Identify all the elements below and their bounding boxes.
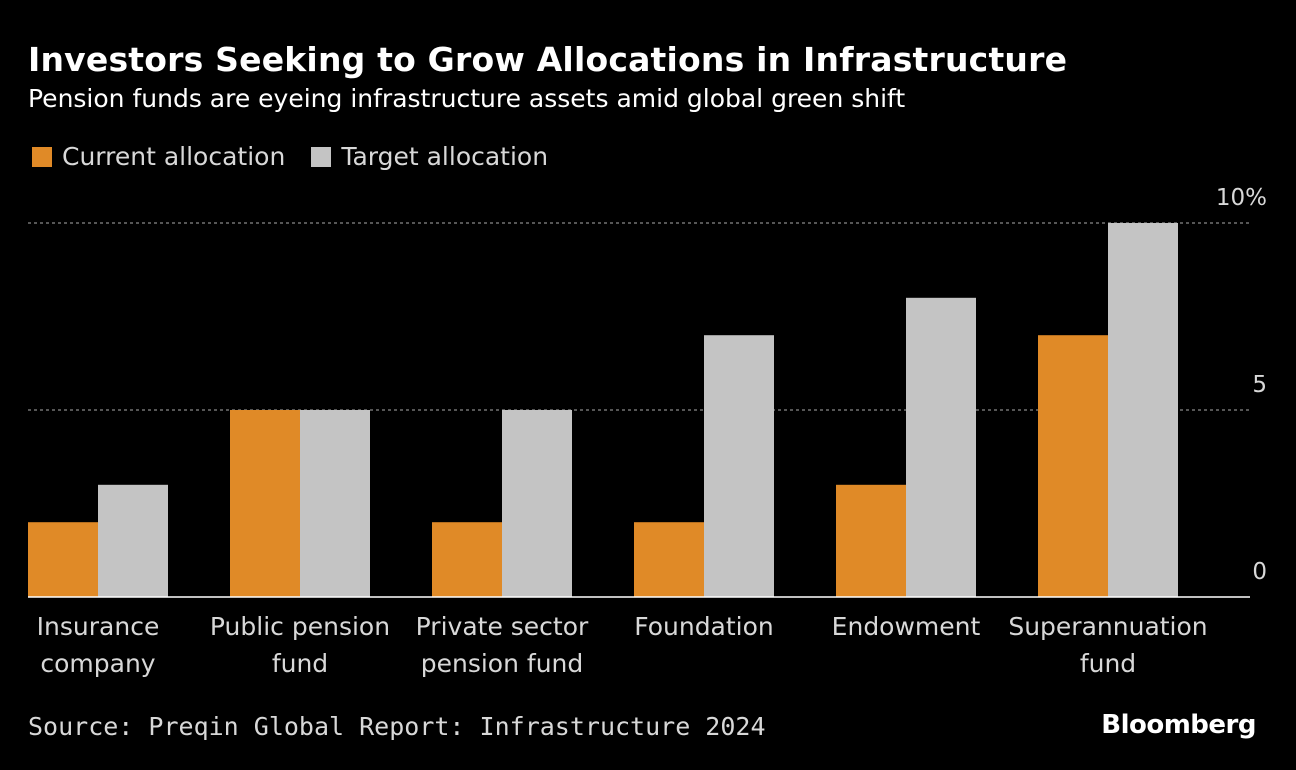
y-tick-label: 10% bbox=[1216, 185, 1267, 211]
bar-target bbox=[1108, 223, 1178, 597]
source-note: Source: Preqin Global Report: Infrastruc… bbox=[28, 712, 766, 741]
x-tick-label: pension fund bbox=[421, 649, 584, 678]
y-tick-label: 5 bbox=[1252, 372, 1267, 398]
bar-current bbox=[230, 410, 300, 597]
y-tick-label: 0 bbox=[1252, 559, 1267, 585]
legend-label-current: Current allocation bbox=[62, 142, 286, 171]
x-tick-label: company bbox=[40, 649, 155, 678]
x-tick-label: fund bbox=[1080, 649, 1136, 678]
x-tick-label: Endowment bbox=[832, 612, 981, 641]
x-tick-label: Superannuation bbox=[1008, 612, 1207, 641]
x-tick-label: Private sector bbox=[416, 612, 589, 641]
x-tick-label: fund bbox=[272, 649, 328, 678]
bar-target bbox=[300, 410, 370, 597]
bar-current bbox=[1038, 335, 1108, 597]
bar-target bbox=[906, 297, 976, 597]
bar-target bbox=[98, 484, 168, 597]
chart-subtitle: Pension funds are eyeing infrastructure … bbox=[28, 84, 906, 113]
bar-current bbox=[28, 522, 98, 597]
bloomberg-logo: Bloomberg bbox=[1101, 710, 1256, 740]
x-tick-label: Public pension bbox=[210, 612, 390, 641]
bar-target bbox=[502, 410, 572, 597]
legend-item-current: Current allocation bbox=[32, 142, 285, 171]
x-tick-label: Foundation bbox=[634, 612, 774, 641]
bar-current bbox=[634, 522, 704, 597]
legend-swatch-target bbox=[311, 146, 332, 167]
bar-current bbox=[432, 522, 502, 597]
x-tick-label: Insurance bbox=[37, 612, 160, 641]
legend-swatch-current bbox=[32, 146, 52, 167]
chart-title: Investors Seeking to Grow Allocations in… bbox=[28, 40, 1068, 79]
legend: Current allocation Target allocation bbox=[32, 142, 574, 171]
bar-current bbox=[836, 484, 906, 597]
bar-target bbox=[704, 335, 774, 597]
legend-label-target: Target allocation bbox=[341, 142, 549, 171]
legend-item-target: Target allocation bbox=[311, 142, 548, 171]
